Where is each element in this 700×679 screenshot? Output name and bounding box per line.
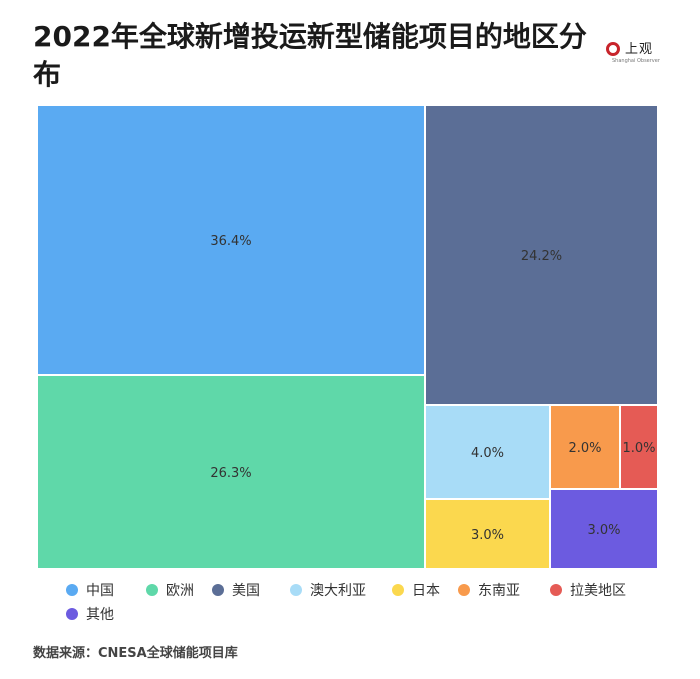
legend-label: 欧洲: [166, 583, 194, 599]
treemap-tile-6: [621, 406, 657, 488]
logo-subtext: Shanghai Observer: [612, 58, 660, 64]
legend-dot-icon: [458, 584, 470, 596]
legend-label: 拉美地区: [570, 583, 626, 599]
tile-value-label-5: 2.0%: [568, 441, 601, 456]
legend-label: 日本: [412, 583, 440, 599]
legend-dot-icon: [392, 584, 404, 596]
tile-value-label-4: 3.0%: [471, 528, 504, 543]
tile-value-label-7: 3.0%: [587, 523, 620, 538]
treemap-tile-1: [38, 376, 424, 568]
legend-item-0: 中国: [66, 580, 114, 600]
treemap-tile-3: [426, 406, 549, 498]
legend-label: 其他: [86, 607, 114, 623]
treemap-tile-7: [551, 490, 657, 568]
shanghai-observer-logo: 上观 Shanghai Observer: [606, 38, 676, 68]
legend-dot-icon: [290, 584, 302, 596]
treemap-tile-0: [38, 106, 424, 374]
tile-value-label-0: 36.4%: [210, 234, 251, 249]
tile-value-label-1: 26.3%: [210, 466, 251, 481]
legend-item-4: 日本: [392, 580, 440, 600]
legend-item-6: 拉美地区: [550, 580, 626, 600]
tile-value-label-2: 24.2%: [521, 249, 562, 264]
treemap-tile-2: [426, 106, 657, 404]
legend-label: 澳大利亚: [310, 583, 366, 599]
treemap-tile-5: [551, 406, 619, 488]
legend-dot-icon: [66, 608, 78, 620]
legend-label: 东南亚: [478, 583, 520, 599]
source-note: 数据来源：CNESA全球储能项目库: [33, 646, 238, 661]
logo-ring-icon: [606, 42, 620, 56]
legend-dot-icon: [146, 584, 158, 596]
legend-item-3: 澳大利亚: [290, 580, 366, 600]
tile-value-label-3: 4.0%: [471, 446, 504, 461]
legend-dot-icon: [212, 584, 224, 596]
legend-dot-icon: [550, 584, 562, 596]
legend-item-7: 其他: [66, 604, 114, 624]
legend-dot-icon: [66, 584, 78, 596]
legend-label: 中国: [86, 583, 114, 599]
legend-label: 美国: [232, 583, 260, 599]
treemap-tile-4: [426, 500, 549, 568]
legend-item-2: 美国: [212, 580, 260, 600]
chart-title: 2022年全球新增投运新型储能项目的地区分布: [33, 20, 587, 91]
tile-value-label-6: 1.0%: [622, 441, 655, 456]
legend-item-5: 东南亚: [458, 580, 520, 600]
legend-item-1: 欧洲: [146, 580, 194, 600]
logo-text: 上观: [625, 42, 654, 57]
